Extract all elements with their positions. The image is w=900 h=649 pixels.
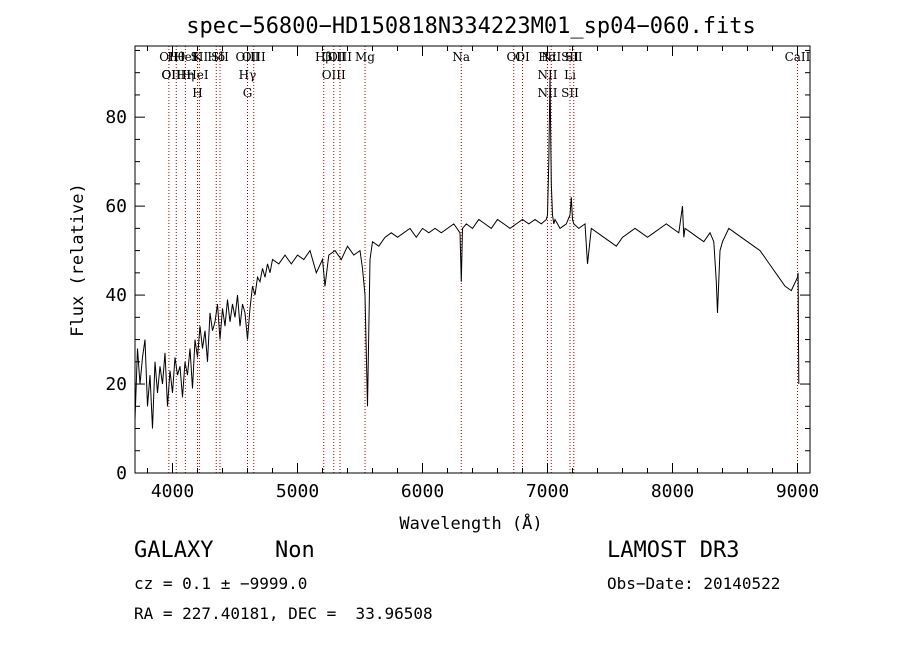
line-label: NII bbox=[541, 50, 561, 64]
x-axis-label: Wavelength (Å) bbox=[399, 512, 542, 534]
line-label: Hγ bbox=[239, 68, 257, 82]
line-label: G bbox=[243, 86, 253, 100]
line-label: SII bbox=[191, 50, 209, 64]
line-label: OIII bbox=[235, 50, 259, 64]
line-label: Hθ bbox=[167, 50, 185, 64]
line-label: HeI bbox=[174, 50, 197, 64]
y-axis: 0 20 40 60 80 bbox=[105, 49, 810, 484]
x-tick-label: 8000 bbox=[651, 481, 694, 502]
line-label: H bbox=[192, 86, 202, 100]
observation-date: Obs−Date: 20140522 bbox=[607, 574, 781, 593]
y-tick-label: 60 bbox=[105, 196, 127, 217]
y-tick-label: 20 bbox=[105, 374, 127, 395]
line-label: OIII bbox=[242, 50, 266, 64]
line-label: OIII bbox=[328, 50, 352, 64]
line-label: HeI bbox=[186, 68, 209, 82]
y-axis-label: Flux (relative) bbox=[68, 183, 88, 337]
line-label: CaII bbox=[785, 50, 811, 64]
object-subclass: Non bbox=[275, 538, 315, 563]
line-label: OIIH bbox=[161, 68, 191, 82]
y-tick-label: 40 bbox=[105, 285, 127, 306]
line-label: OI bbox=[515, 50, 530, 64]
redshift-line: cz = 0.1 ± −9999.0 bbox=[134, 574, 308, 593]
line-label: Hη bbox=[177, 68, 195, 82]
line-label: Hα bbox=[538, 50, 557, 64]
y-tick-label: 0 bbox=[116, 463, 127, 484]
x-tick-label: 4000 bbox=[151, 481, 194, 502]
line-label: OII bbox=[159, 50, 179, 64]
x-axis: 4000 5000 6000 7000 8000 9000 bbox=[147, 46, 819, 502]
line-label: OIII bbox=[322, 68, 346, 82]
spectrum-line bbox=[134, 77, 800, 429]
coordinates-line: RA = 227.40181, DEC = 33.96508 bbox=[134, 604, 433, 623]
x-tick-label: 7000 bbox=[526, 481, 569, 502]
line-label: Mg bbox=[355, 50, 375, 64]
y-tick-label: 80 bbox=[105, 107, 127, 128]
x-tick-label: 5000 bbox=[276, 481, 319, 502]
line-label: Li bbox=[564, 68, 576, 82]
plot-frame bbox=[134, 45, 811, 474]
line-label: OI bbox=[162, 68, 177, 82]
line-label: OI bbox=[506, 50, 521, 64]
line-label: Hβ bbox=[315, 50, 332, 64]
line-label: SII bbox=[561, 86, 579, 100]
object-class: GALAXY bbox=[134, 538, 214, 563]
line-label: Hδ bbox=[207, 50, 225, 64]
line-label: NII bbox=[538, 68, 558, 82]
spectrum-series bbox=[134, 77, 800, 429]
x-tick-label: 9000 bbox=[776, 481, 819, 502]
chart-title: spec−56800−HD150818N334223M01_sp04−060.f… bbox=[186, 14, 756, 39]
x-tick-label: 6000 bbox=[401, 481, 444, 502]
line-label: OIII bbox=[322, 50, 346, 64]
line-label: SII bbox=[211, 50, 229, 64]
line-label: NII bbox=[538, 86, 558, 100]
line-label: SII bbox=[565, 50, 583, 64]
line-label: Na bbox=[452, 50, 470, 64]
line-label: SII bbox=[561, 50, 579, 64]
line-label: K bbox=[193, 50, 203, 64]
survey-name: LAMOST DR3 bbox=[607, 538, 740, 563]
